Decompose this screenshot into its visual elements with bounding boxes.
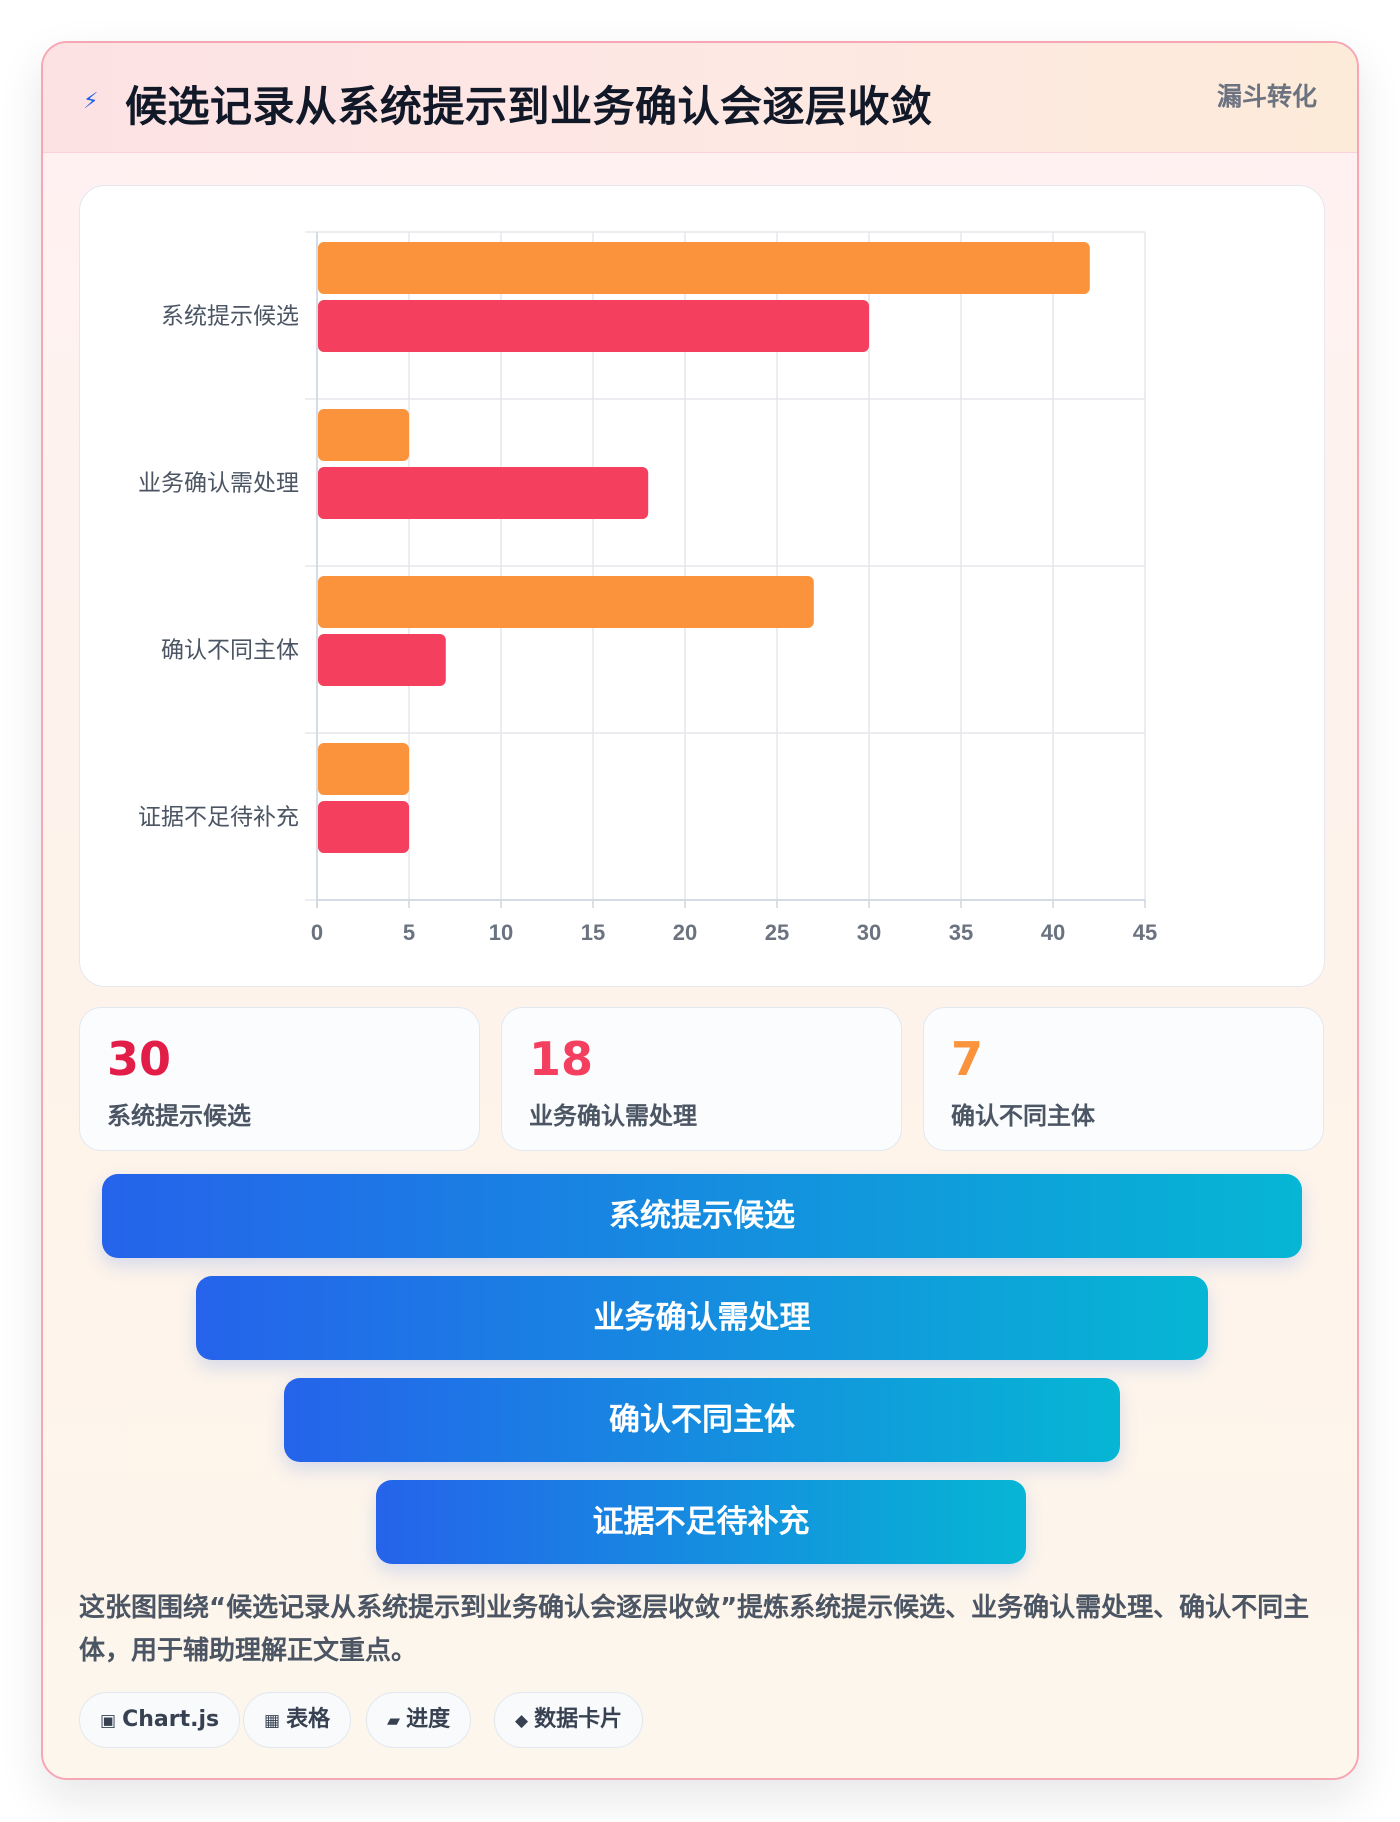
x-tick-label: 35 [949,920,973,945]
y-tick-label: 业务确认需处理 [138,471,299,497]
tag-label: 数据卡片 [534,1707,623,1732]
bar-series-2 [318,467,649,519]
chart-icon: ▣ [100,1711,117,1731]
tag-data-cards: ◆ 数据卡片 [494,1692,644,1748]
stat-label: 业务确认需处理 [529,1102,697,1130]
tag-table: ▦ 表格 [243,1692,352,1748]
card-header: ⚡ 候选记录从系统提示到业务确认会逐层收敛 漏斗转化 [43,43,1357,153]
x-tick-label: 0 [311,920,323,945]
x-tick-label: 5 [403,920,415,945]
tag-label: 表格 [286,1707,331,1732]
chart-type-tag: 漏斗转化 [1216,82,1317,111]
y-tick-label: 系统提示候选 [161,304,299,330]
bar-series-1 [318,242,1090,294]
bar-series-1 [318,409,409,461]
tag-progress: ▰ 进度 [366,1692,472,1748]
bar-series-1 [318,743,409,795]
stat-cards: 30 系统提示候选 18 业务确认需处理 7 确认不同主体 [79,1007,1325,1151]
bar-series-1 [318,576,814,628]
bar-series-2 [318,300,869,352]
stat-value: 7 [951,1032,984,1086]
x-tick-label: 25 [765,920,789,945]
bar-chart: 0 5 10 15 20 25 30 35 40 45 系统提示候选业务确认需处理确认不同主体证据不… [138,231,1157,945]
stat-label: 系统提示候选 [107,1102,251,1130]
stat-label: 确认不同主体 [951,1102,1095,1130]
summary-text: 这张图围绕“候选记录从系统提示到业务确认会逐层收敛”提炼系统提示候选、业务确认需… [79,1593,1310,1666]
progress-icon: ▰ [387,1711,401,1731]
lightning-icon: ⚡ [83,89,99,114]
bar-series-2 [318,801,409,853]
y-tick-label: 证据不足待补充 [138,805,299,831]
stat-card: 18 业务确认需处理 [501,1007,902,1151]
report-card: ⚡ 候选记录从系统提示到业务确认会逐层收敛 漏斗转化 0 5 10 15 20 25 30 3… [41,41,1359,1780]
tag-chartjs: ▣ Chart.js [79,1692,241,1748]
funnel-step: 系统提示候选 [102,1174,1302,1258]
funnel-step: 证据不足待补充 [376,1480,1026,1564]
x-tick-label: 10 [489,920,513,945]
x-tick-label: 45 [1133,920,1157,945]
funnel-step: 业务确认需处理 [196,1276,1208,1360]
stat-card: 7 确认不同主体 [923,1007,1324,1151]
table-icon: ▦ [264,1711,281,1731]
chart-panel: 0 5 10 15 20 25 30 35 40 45 系统提示候选业务确认需处理确认不同主体证据不… [79,185,1325,987]
x-tick-label: 30 [857,920,881,945]
stat-value: 30 [107,1032,172,1086]
bar-series-2 [318,634,446,686]
x-tick-label: 20 [673,920,697,945]
stat-card: 30 系统提示候选 [79,1007,480,1151]
x-tick-label: 15 [581,920,605,945]
y-tick-label: 确认不同主体 [161,638,299,664]
x-tick-label: 40 [1041,920,1065,945]
card-icon: ◆ [515,1711,529,1731]
funnel-step: 确认不同主体 [284,1378,1120,1462]
tag-label: Chart.js [122,1707,220,1732]
page-title: 候选记录从系统提示到业务确认会逐层收敛 [125,82,933,131]
stat-value: 18 [529,1032,594,1086]
tag-label: 进度 [406,1707,451,1732]
